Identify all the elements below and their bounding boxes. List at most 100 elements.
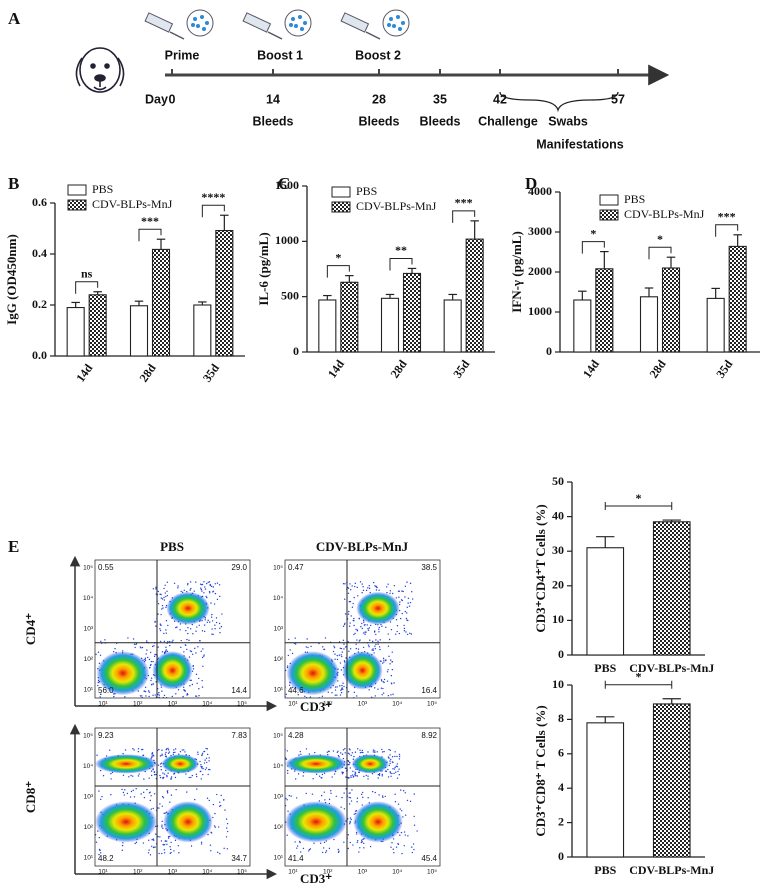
day-number: 0 [169, 92, 176, 106]
event-dot [354, 700, 355, 701]
event-dot [173, 850, 175, 852]
event-dot [150, 660, 153, 663]
event-dot [175, 788, 177, 791]
event-dot [391, 592, 394, 595]
flow-x-tick: 10⁴ [202, 701, 212, 708]
event-dot [322, 646, 324, 648]
event-dot [157, 764, 160, 766]
event-dot [374, 687, 376, 689]
event-dot [159, 593, 161, 595]
event-dot [79, 849, 80, 850]
event-dot [188, 656, 191, 658]
event-dot [160, 686, 163, 688]
event-dot [320, 794, 323, 797]
event-dot [381, 751, 384, 753]
significance-label: ns [81, 266, 93, 280]
event-dot [209, 592, 211, 594]
event-dot [374, 791, 376, 794]
event-dot [155, 773, 157, 776]
event-dot [272, 645, 273, 646]
event-dot [86, 682, 87, 683]
event-dot [78, 815, 79, 816]
event-dot [356, 797, 359, 799]
event-dot [364, 633, 366, 635]
event-dot [286, 799, 288, 801]
event-dot [137, 748, 140, 750]
event-dot [336, 658, 339, 661]
event-dot [371, 640, 374, 643]
event-dot [326, 751, 328, 753]
event-dot [367, 627, 369, 630]
event-dot [353, 813, 355, 815]
event-dot [308, 848, 311, 851]
event-dot [407, 619, 409, 622]
event-dot [404, 792, 406, 794]
event-dot [345, 704, 346, 705]
event-dot [392, 768, 394, 770]
event-dot [170, 841, 172, 844]
event-dot [331, 776, 333, 778]
significance-bracket [581, 241, 605, 254]
event-dot [359, 847, 361, 849]
panel-label: B [8, 174, 19, 193]
event-dot [367, 775, 369, 777]
event-dot [122, 842, 124, 844]
event-dot [365, 774, 367, 777]
event-dot [149, 799, 152, 802]
x-tick-label: 28d [137, 361, 159, 385]
event-dot [146, 649, 148, 651]
bar [728, 245, 747, 353]
event-dot [401, 852, 403, 855]
event-dot [411, 846, 413, 848]
event-dot [203, 581, 205, 583]
event-dot [162, 844, 164, 846]
event-dot [356, 833, 358, 835]
bar [215, 229, 234, 357]
event-dot [395, 619, 398, 621]
event-dot [272, 666, 273, 667]
event-dot [377, 773, 379, 776]
event-dot [189, 628, 192, 630]
event-dot [124, 749, 127, 751]
flow-y-tick: 10⁵ [83, 565, 93, 572]
event-dot [348, 792, 350, 794]
event-dot [207, 581, 209, 584]
event-dot [390, 758, 392, 761]
event-dot [188, 639, 190, 642]
event-dot [205, 757, 208, 759]
event-dot [216, 851, 219, 854]
event-dot [196, 788, 198, 790]
x-tick-label: 35d [713, 357, 735, 381]
event-dot [155, 653, 157, 656]
event-dot [389, 762, 391, 765]
event-dot [342, 757, 345, 760]
event-dot [398, 596, 400, 598]
event-dot [349, 600, 352, 603]
event-dot [162, 700, 163, 701]
event-dot [413, 824, 416, 826]
event-dot [381, 694, 383, 696]
event-dot [226, 830, 229, 833]
bar [586, 547, 625, 656]
event-dot [132, 789, 134, 792]
event-dot [321, 851, 324, 854]
event-dot [271, 694, 272, 695]
cell-dot [396, 15, 400, 19]
flow-y-tick: 10⁴ [83, 763, 93, 770]
event-dot [146, 640, 148, 642]
event-dot [351, 774, 354, 776]
event-dot [398, 590, 400, 592]
event-dot [191, 683, 194, 686]
event-dot [83, 648, 84, 649]
column-title: PBS [160, 539, 184, 554]
event-dot [389, 754, 391, 756]
event-dot [193, 699, 194, 700]
panel-label: E [8, 537, 19, 556]
quadrant-value: 8.92 [421, 731, 437, 740]
event-dot [360, 626, 362, 628]
bar [88, 294, 107, 357]
event-dot [273, 698, 274, 699]
event-dot [349, 823, 351, 825]
flow-y-tick: 10³ [84, 794, 94, 801]
event-dot [390, 694, 392, 696]
